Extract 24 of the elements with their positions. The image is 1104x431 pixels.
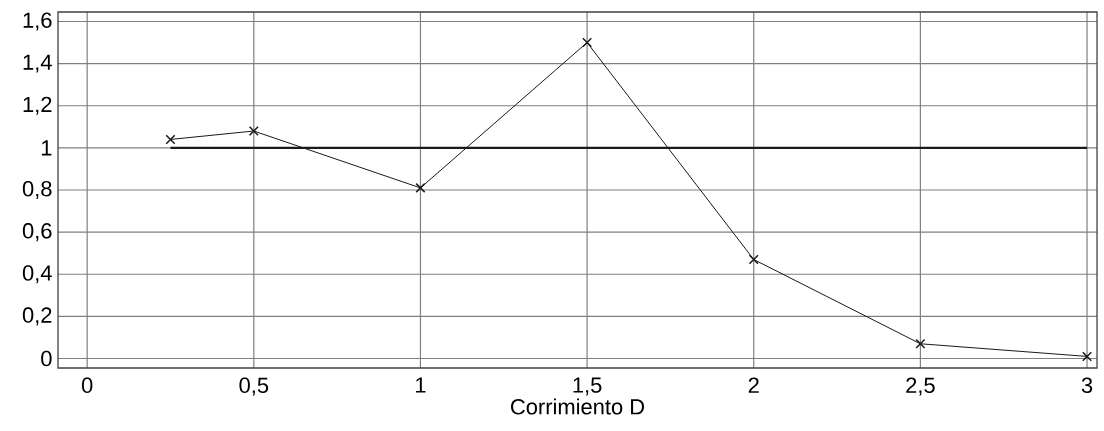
y-tick-label: 0 bbox=[41, 350, 52, 367]
x-tick-label: 3 bbox=[1081, 377, 1093, 394]
point bbox=[915, 338, 926, 349]
point bbox=[248, 126, 259, 137]
x-tick-label: 0 bbox=[81, 377, 93, 394]
x-tick-label: 1 bbox=[416, 377, 426, 393]
y-tick-label: 0,2 bbox=[22, 307, 52, 326]
point bbox=[1082, 351, 1093, 362]
y-tick-label: 1 bbox=[41, 140, 52, 156]
y-tick-label: 0,8 bbox=[22, 180, 52, 200]
y-tick-label: 1,6 bbox=[23, 12, 52, 31]
point bbox=[748, 254, 759, 265]
point bbox=[165, 134, 176, 145]
x-tick-label: 0,5 bbox=[239, 377, 269, 396]
point bbox=[582, 37, 593, 48]
y-tick-label: 0,4 bbox=[22, 265, 52, 284]
point bbox=[415, 182, 426, 193]
x-tick-label: 2,5 bbox=[906, 377, 935, 396]
y-tick-label: 1,4 bbox=[23, 54, 52, 73]
x-tick-label: 1,5 bbox=[573, 377, 602, 396]
y-tick-label: 1,2 bbox=[23, 96, 52, 115]
x-tick-label: 2 bbox=[748, 377, 759, 393]
y-tick-label: 0,6 bbox=[22, 223, 52, 242]
x-axis-title: Corrimiento D bbox=[511, 398, 645, 415]
